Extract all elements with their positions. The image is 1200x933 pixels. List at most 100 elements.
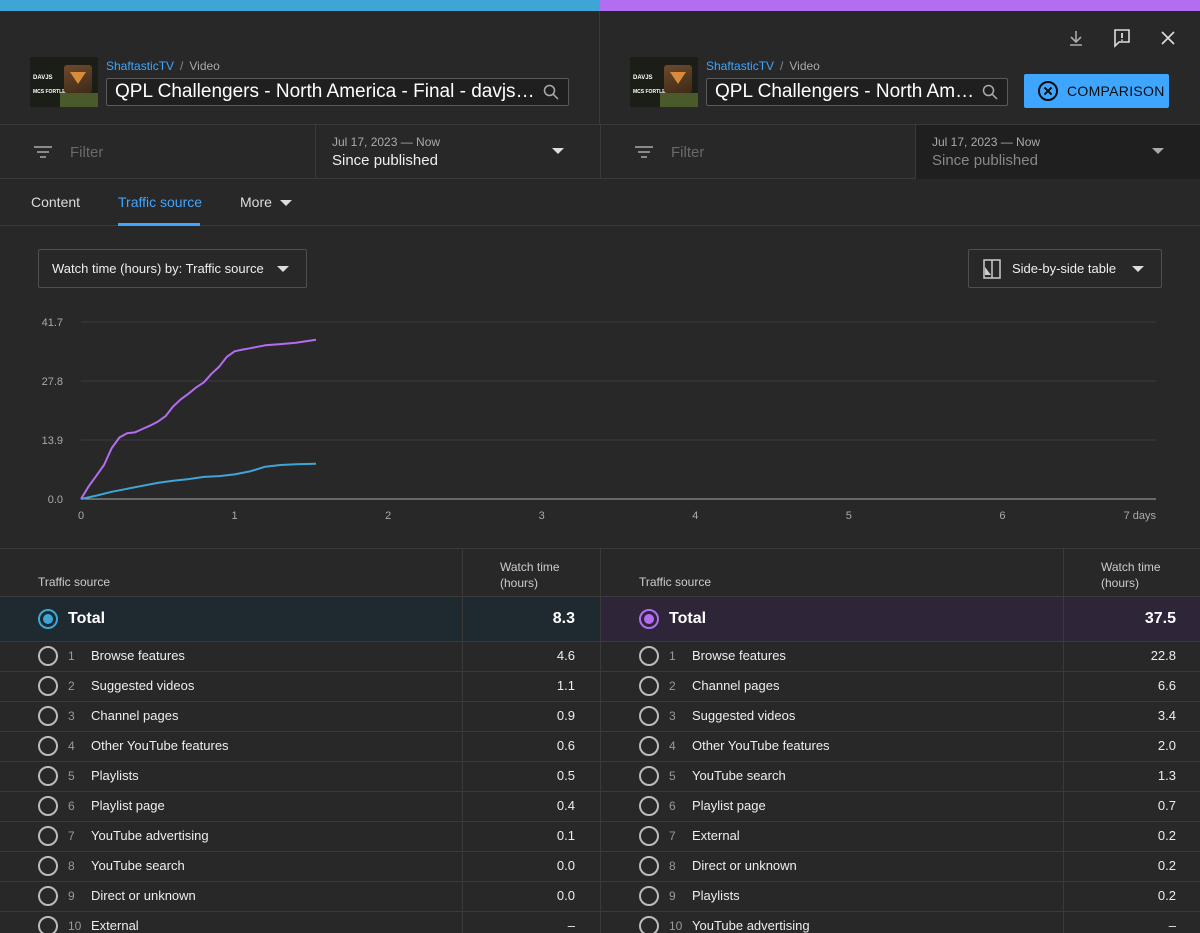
watch-time-value: 3.4 [1157, 708, 1176, 723]
right-video-series-line [80, 338, 317, 500]
traffic-source-name: Playlists [692, 888, 740, 903]
table-row: 6 Playlist page 0.7 [601, 791, 1200, 822]
row-radio[interactable] [639, 646, 659, 666]
table-row: 9 Playlists 0.2 [601, 881, 1200, 912]
row-radio[interactable] [38, 796, 58, 816]
x-tick-label: 6 [999, 510, 1005, 522]
left-filter[interactable]: Filter [0, 125, 315, 179]
right-traffic-table: Traffic source Watch time (hours) Total 3… [600, 548, 1200, 933]
view-dropdown[interactable]: Side-by-side table [968, 249, 1162, 288]
table-header: Traffic source Watch time (hours) [0, 548, 600, 597]
table-row: 4 Other YouTube features 0.6 [0, 731, 600, 762]
traffic-source-name: Suggested videos [91, 678, 195, 693]
row-radio[interactable] [38, 736, 58, 756]
y-tick-label: 27.8 [42, 376, 63, 388]
metric-dropdown[interactable]: Watch time (hours) by: Traffic source [38, 249, 307, 288]
left-date-selector[interactable]: Jul 17, 2023 — Now Since published [315, 125, 600, 179]
row-radio[interactable] [639, 886, 659, 906]
series-radio-selected[interactable] [38, 609, 58, 629]
row-radio[interactable] [639, 916, 659, 933]
tab-traffic-source[interactable]: Traffic source [118, 194, 203, 210]
table-row: 5 Playlists 0.5 [0, 761, 600, 792]
row-radio[interactable] [639, 676, 659, 696]
row-radio[interactable] [38, 706, 58, 726]
watch-time-value: 0.9 [556, 708, 575, 723]
traffic-source-name: Channel pages [91, 708, 179, 723]
row-radio[interactable] [38, 676, 58, 696]
row-radio[interactable] [639, 736, 659, 756]
tab-more[interactable]: More [240, 194, 292, 210]
right-video-thumbnail: DAVJS MCS FORTLESS [630, 57, 698, 107]
download-icon[interactable] [1064, 26, 1088, 50]
series-radio-selected[interactable] [639, 609, 659, 629]
watch-time-value: 1.1 [556, 678, 575, 693]
filter-icon [635, 146, 653, 158]
right-channel-link[interactable]: ShaftasticTV [706, 59, 775, 73]
traffic-source-name: Browse features [91, 648, 185, 663]
row-radio[interactable] [639, 706, 659, 726]
traffic-source-name: Other YouTube features [91, 738, 229, 753]
row-radio[interactable] [639, 766, 659, 786]
table-row: 6 Playlist page 0.4 [0, 791, 600, 822]
chevron-down-icon [1152, 148, 1164, 154]
watch-time-value: 0.2 [1157, 828, 1176, 843]
chevron-down-icon [1132, 266, 1144, 272]
watch-time-value: 22.8 [1150, 648, 1176, 663]
traffic-source-name: Other YouTube features [692, 738, 830, 753]
left-channel-link[interactable]: ShaftasticTV [106, 59, 175, 73]
top-actions [1064, 26, 1180, 50]
table-header: Traffic source Watch time (hours) [601, 548, 1200, 597]
right-date-selector[interactable]: Jul 17, 2023 — Now Since published [915, 125, 1200, 179]
table-row: 2 Suggested videos 1.1 [0, 671, 600, 702]
table-row: 10 YouTube advertising – [601, 911, 1200, 933]
watch-time-value: 0.2 [1157, 858, 1176, 873]
watch-time-header[interactable]: Watch time (hours) [1101, 560, 1161, 590]
traffic-source-name: YouTube search [91, 858, 185, 873]
left-traffic-table: Traffic source Watch time (hours) Total 8… [0, 548, 600, 933]
x-tick-label: 0 [78, 510, 84, 522]
traffic-source-name: External [692, 828, 740, 843]
x-tick-label: 2 [385, 510, 391, 522]
right-accent-bar [600, 0, 1200, 11]
row-radio[interactable] [38, 826, 58, 846]
feedback-icon[interactable] [1110, 26, 1134, 50]
left-video-series-line [80, 462, 317, 500]
row-radio[interactable] [38, 856, 58, 876]
watch-time-value: 0.0 [556, 858, 575, 873]
row-radio[interactable] [38, 916, 58, 933]
watch-time-value: 6.6 [1157, 678, 1176, 693]
left-video-selector[interactable]: QPL Challengers - North America - Final … [106, 78, 569, 106]
watch-time-value: 0.7 [1157, 798, 1176, 813]
total-value: 37.5 [1144, 610, 1176, 627]
comparison-button[interactable]: COMPARISON [1024, 74, 1169, 108]
search-icon [543, 84, 559, 100]
watch-time-header[interactable]: Watch time (hours) [500, 560, 560, 590]
total-row: Total 37.5 [601, 596, 1200, 642]
row-radio[interactable] [38, 766, 58, 786]
row-radio[interactable] [639, 856, 659, 876]
table-row: 1 Browse features 4.6 [0, 641, 600, 672]
row-radio[interactable] [639, 826, 659, 846]
right-video-selector[interactable]: QPL Challengers - North America - Final … [706, 78, 1008, 106]
watch-time-value: 0.1 [556, 828, 575, 843]
traffic-source-name: YouTube search [692, 768, 786, 783]
tab-content[interactable]: Content [31, 194, 81, 210]
row-radio[interactable] [38, 886, 58, 906]
row-radio[interactable] [38, 646, 58, 666]
x-tick-label: 5 [846, 510, 852, 522]
table-row: 3 Channel pages 0.9 [0, 701, 600, 732]
row-radio[interactable] [639, 796, 659, 816]
table-row: 5 YouTube search 1.3 [601, 761, 1200, 792]
left-accent-bar [0, 0, 600, 11]
table-row: 8 Direct or unknown 0.2 [601, 851, 1200, 882]
total-row: Total 8.3 [0, 596, 600, 642]
side-by-side-icon [983, 258, 1001, 279]
right-filter[interactable]: Filter [600, 125, 915, 179]
left-video-title: QPL Challengers - North America - Final … [115, 81, 536, 102]
watch-time-value: 2.0 [1157, 738, 1176, 753]
left-video-thumbnail: DAVJS MCS FORTLESS [30, 57, 98, 107]
chevron-down-icon [277, 266, 289, 272]
report-tabs: Content Traffic source More [0, 180, 1200, 226]
y-tick-label: 41.7 [42, 317, 63, 329]
close-icon[interactable] [1156, 26, 1180, 50]
